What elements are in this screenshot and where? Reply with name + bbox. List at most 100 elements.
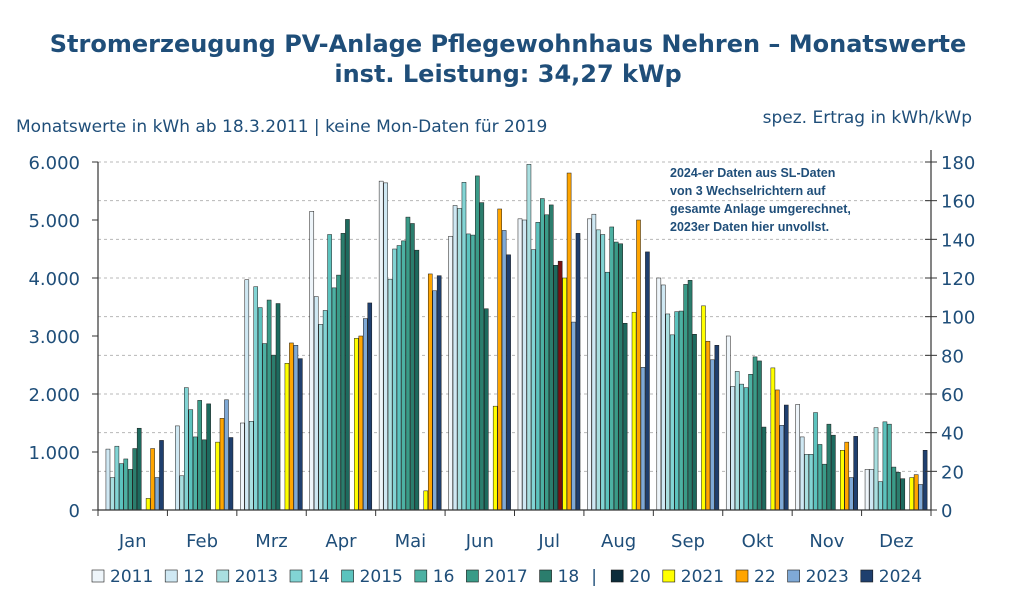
bar-Feb-14 [184, 387, 189, 511]
bar-Feb-12 [175, 425, 180, 511]
y2-tick-label: 100 [941, 308, 975, 329]
bar-Aug-12 [591, 213, 597, 511]
bar-Dez-2013 [873, 427, 879, 511]
bar-Jul-12 [522, 219, 527, 511]
category-label: Aug [601, 531, 636, 552]
bar-Jul-2013 [526, 164, 532, 511]
annotation-line-1: 2024-er Daten aus SL-Daten [670, 166, 835, 180]
bar-Apr-2015 [327, 234, 332, 511]
bar-Nov-2013 [804, 454, 809, 511]
bar-Sep-2017 [683, 284, 688, 511]
y-tick-label: 2.000 [28, 385, 80, 406]
bar-Jul-2021 [562, 277, 567, 511]
bar-Mrz-16 [262, 343, 267, 511]
bar-Nov-2011 [795, 404, 800, 511]
legend-swatch-20 [610, 569, 624, 583]
bar-Feb-2017 [197, 400, 202, 511]
legend-swatch-2023 [787, 569, 800, 583]
legend-label-2015: 2015 [360, 567, 403, 587]
bar-Sep-2011 [656, 277, 662, 511]
bar-Aug-14 [600, 234, 606, 511]
bar-Mrz-2023 [293, 345, 299, 511]
bar-Sep-12 [661, 284, 666, 511]
chart-title: Stromerzeugung PV-Anlage Pflegewohnhaus … [50, 30, 966, 58]
bar-Feb-18 [201, 439, 207, 511]
bar-Jun-2011 [448, 235, 453, 511]
bar-Feb-2013 [179, 475, 185, 511]
gridlines [98, 161, 931, 472]
bar-Nov-| [831, 434, 836, 511]
bar-Dez-14 [878, 481, 883, 511]
bar-Mrz-22 [289, 342, 294, 511]
legend: 2011 12 2013 14 2015 16 2017 18 | 20 2021 22 2023 202… [91, 567, 922, 587]
category-labels: Jan Feb Mrz Apr Mai Jun Jul Aug Sep Okt Nov Dez [118, 531, 914, 552]
bar-Nov-14 [808, 454, 814, 511]
bar-Nov-2017 [822, 463, 827, 511]
y2-tick-labels: 0 20 40 60 80 100 120 140 160 180 [941, 153, 975, 522]
bar-Aug-2011 [587, 218, 592, 511]
bar-Nov-12 [799, 436, 805, 511]
y2-tick-label: 160 [941, 192, 975, 213]
legend-swatch-16 [414, 569, 428, 583]
bar-Mai-2015 [396, 245, 402, 511]
bar-Dez-12 [869, 469, 874, 511]
bar-Feb-16 [192, 436, 198, 511]
bar-Sep-| [692, 334, 697, 511]
category-label: Sep [671, 531, 705, 552]
bar-Jul-14 [531, 249, 536, 511]
y-axis-label: Monatswerte in kWh ab 18.3.2011 | keine … [16, 117, 547, 137]
chart-subtitle: inst. Leistung: 34,27 kWp [334, 60, 681, 88]
bar-Mai-14 [392, 248, 397, 511]
category-label: Jun [465, 531, 494, 552]
bar-Jul-18 [548, 204, 554, 511]
y2-tick-label: 0 [941, 501, 952, 522]
bar-Apr-2023 [363, 318, 368, 511]
bar-Aug-2015 [604, 271, 610, 511]
legend-label-2023: 2023 [806, 567, 849, 587]
legend-label-2024: 2024 [879, 567, 922, 587]
bar-Mrz-18 [271, 354, 276, 511]
legend-swatch-2017 [466, 569, 479, 583]
bar-Dez-2015 [882, 421, 888, 511]
bar-Okt-| [761, 426, 767, 511]
bar-Apr-| [345, 219, 350, 511]
bar-Jul-2024 [575, 233, 581, 511]
bar-Jan-22 [150, 448, 155, 511]
annotation-line-4: 2023er Daten hier unvollst. [670, 220, 829, 234]
legend-swatch-2021 [662, 569, 676, 583]
bar-Okt-2015 [743, 387, 749, 511]
category-label: Apr [325, 531, 357, 552]
bar-Okt-2021 [770, 367, 776, 511]
bar-Jan-18 [132, 448, 138, 511]
bar-Sep-2015 [674, 311, 679, 511]
category-label: Jan [118, 531, 147, 552]
y-tick-label: 0 [69, 501, 80, 522]
category-label: Dez [879, 531, 913, 552]
bar-Nov-2023 [848, 477, 854, 511]
bar-Okt-2013 [734, 371, 740, 511]
bar-Mai-| [414, 249, 420, 511]
legend-label-2021: 2021 [681, 567, 724, 587]
bar-Jun-2024 [506, 254, 511, 511]
bar-Okt-2017 [752, 356, 758, 511]
bar-Aug-2021 [631, 311, 637, 511]
bar-Aug-| [622, 322, 628, 511]
bar-Aug-16 [609, 226, 615, 511]
category-label: Feb [186, 531, 218, 552]
legend-label-20: 20 [629, 567, 651, 587]
legend-label-14: 14 [308, 567, 330, 587]
bar-Okt-2011 [725, 335, 731, 511]
bar-Dez-| [900, 478, 906, 511]
y-tick-label: 1.000 [28, 443, 80, 464]
bar-Jan-2024 [159, 440, 164, 511]
bar-Mai-2024 [436, 275, 442, 511]
bar-Apr-18 [340, 233, 346, 511]
bar-Nov-2024 [853, 436, 858, 511]
bar-Dez-2011 [864, 469, 870, 511]
bar-Feb-| [206, 403, 211, 511]
bar-Nov-2015 [813, 412, 818, 511]
category-label: Mai [395, 531, 427, 552]
category-label: Okt [742, 531, 774, 552]
bar-Feb-2015 [188, 409, 194, 511]
